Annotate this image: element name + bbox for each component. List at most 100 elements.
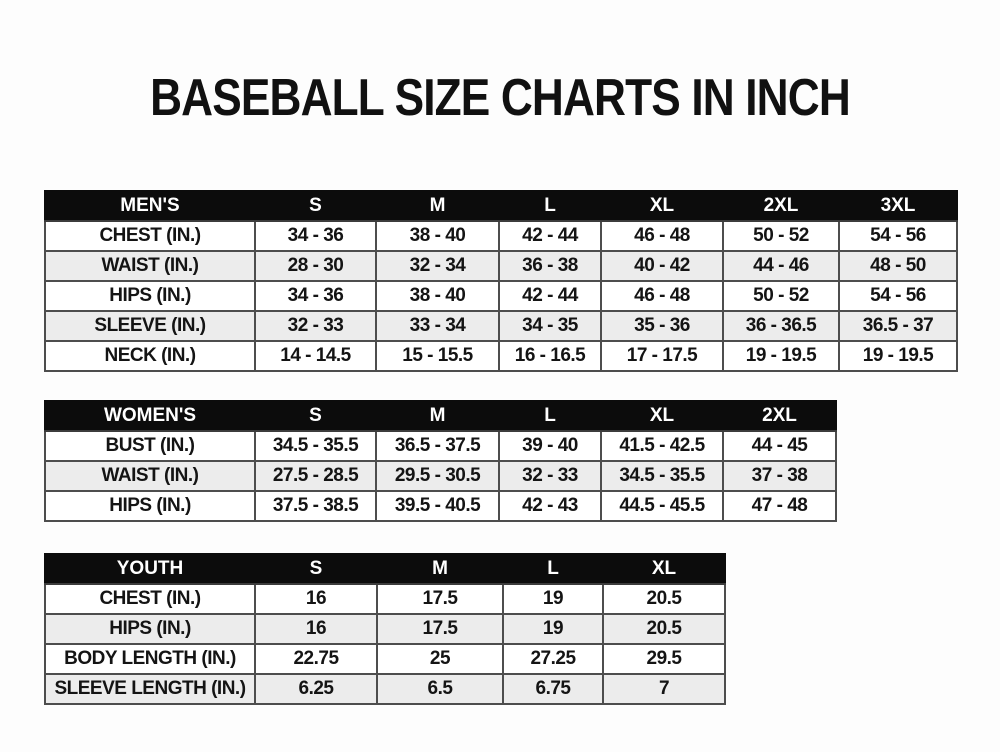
youth-size-table: YOUTH S M L XL CHEST (IN.) 16 17.5 19 20… bbox=[44, 553, 726, 705]
table-row: NECK (IN.) 14 - 14.5 15 - 15.5 16 - 16.5… bbox=[44, 340, 958, 372]
col-header-size: 2XL bbox=[722, 190, 840, 222]
size-cell: 54 - 56 bbox=[838, 280, 958, 312]
size-cell: 19 - 19.5 bbox=[722, 340, 840, 372]
row-label: SLEEVE (IN.) bbox=[44, 310, 256, 342]
col-header-size: L bbox=[502, 553, 604, 585]
table-row: HIPS (IN.) 37.5 - 38.5 39.5 - 40.5 42 - … bbox=[44, 490, 837, 522]
size-cell: 6.25 bbox=[254, 673, 378, 705]
size-cell: 34 - 36 bbox=[254, 280, 377, 312]
row-label: WAIST (IN.) bbox=[44, 460, 256, 492]
col-header-size: L bbox=[498, 190, 602, 222]
row-label: HIPS (IN.) bbox=[44, 490, 256, 522]
size-cell: 37.5 - 38.5 bbox=[254, 490, 377, 522]
mens-header-row: MEN'S S M L XL 2XL 3XL bbox=[44, 190, 958, 222]
size-cell: 17 - 17.5 bbox=[600, 340, 724, 372]
col-header-group: WOMEN'S bbox=[44, 400, 256, 432]
size-cell: 32 - 34 bbox=[375, 250, 500, 282]
col-header-group: MEN'S bbox=[44, 190, 256, 222]
size-cell: 7 bbox=[602, 673, 726, 705]
table-row: BUST (IN.) 34.5 - 35.5 36.5 - 37.5 39 - … bbox=[44, 430, 837, 462]
size-cell: 37 - 38 bbox=[722, 460, 837, 492]
size-cell: 36.5 - 37 bbox=[838, 310, 958, 342]
table-row: WAIST (IN.) 28 - 30 32 - 34 36 - 38 40 -… bbox=[44, 250, 958, 282]
size-cell: 29.5 - 30.5 bbox=[375, 460, 500, 492]
row-label: HIPS (IN.) bbox=[44, 280, 256, 312]
row-label: BODY LENGTH (IN.) bbox=[44, 643, 256, 675]
size-cell: 34 - 35 bbox=[498, 310, 602, 342]
row-label: SLEEVE LENGTH (IN.) bbox=[44, 673, 256, 705]
size-cell: 16 - 16.5 bbox=[498, 340, 602, 372]
size-cell: 35 - 36 bbox=[600, 310, 724, 342]
size-cell: 19 - 19.5 bbox=[838, 340, 958, 372]
mens-size-table: MEN'S S M L XL 2XL 3XL CHEST (IN.) 34 - … bbox=[44, 190, 958, 372]
size-cell: 27.25 bbox=[502, 643, 604, 675]
size-cell: 16 bbox=[254, 583, 378, 615]
womens-header-row: WOMEN'S S M L XL 2XL bbox=[44, 400, 837, 432]
col-header-size: S bbox=[254, 190, 377, 222]
size-cell: 44 - 45 bbox=[722, 430, 837, 462]
table-row: CHEST (IN.) 16 17.5 19 20.5 bbox=[44, 583, 726, 615]
col-header-size: 3XL bbox=[838, 190, 958, 222]
col-header-size: L bbox=[498, 400, 602, 432]
size-cell: 34.5 - 35.5 bbox=[254, 430, 377, 462]
size-cell: 44.5 - 45.5 bbox=[600, 490, 724, 522]
col-header-size: M bbox=[375, 190, 500, 222]
size-cell: 34.5 - 35.5 bbox=[600, 460, 724, 492]
size-cell: 25 bbox=[376, 643, 504, 675]
table-row: HIPS (IN.) 16 17.5 19 20.5 bbox=[44, 613, 726, 645]
size-cell: 16 bbox=[254, 613, 378, 645]
size-cell: 42 - 44 bbox=[498, 220, 602, 252]
size-cell: 50 - 52 bbox=[722, 220, 840, 252]
col-header-size: M bbox=[375, 400, 500, 432]
col-header-size: XL bbox=[600, 190, 724, 222]
page-title: BASEBALL SIZE CHARTS IN INCH bbox=[150, 69, 851, 127]
size-cell: 40 - 42 bbox=[600, 250, 724, 282]
size-cell: 20.5 bbox=[602, 613, 726, 645]
table-row: HIPS (IN.) 34 - 36 38 - 40 42 - 44 46 - … bbox=[44, 280, 958, 312]
size-cell: 17.5 bbox=[376, 613, 504, 645]
size-cell: 22.75 bbox=[254, 643, 378, 675]
size-cell: 28 - 30 bbox=[254, 250, 377, 282]
size-cell: 44 - 46 bbox=[722, 250, 840, 282]
womens-size-table: WOMEN'S S M L XL 2XL BUST (IN.) 34.5 - 3… bbox=[44, 400, 837, 522]
size-cell: 39.5 - 40.5 bbox=[375, 490, 500, 522]
row-label: CHEST (IN.) bbox=[44, 220, 256, 252]
size-cell: 33 - 34 bbox=[375, 310, 500, 342]
row-label: WAIST (IN.) bbox=[44, 250, 256, 282]
size-cell: 20.5 bbox=[602, 583, 726, 615]
size-cell: 36 - 38 bbox=[498, 250, 602, 282]
size-cell: 29.5 bbox=[602, 643, 726, 675]
size-cell: 48 - 50 bbox=[838, 250, 958, 282]
size-cell: 47 - 48 bbox=[722, 490, 837, 522]
table-row: WAIST (IN.) 27.5 - 28.5 29.5 - 30.5 32 -… bbox=[44, 460, 837, 492]
col-header-size: M bbox=[376, 553, 504, 585]
size-cell: 39 - 40 bbox=[498, 430, 602, 462]
size-cell: 19 bbox=[502, 613, 604, 645]
size-cell: 54 - 56 bbox=[838, 220, 958, 252]
col-header-group: YOUTH bbox=[44, 553, 256, 585]
size-cell: 36.5 - 37.5 bbox=[375, 430, 500, 462]
col-header-size: 2XL bbox=[722, 400, 837, 432]
size-cell: 41.5 - 42.5 bbox=[600, 430, 724, 462]
col-header-size: XL bbox=[600, 400, 724, 432]
size-cell: 27.5 - 28.5 bbox=[254, 460, 377, 492]
size-cell: 32 - 33 bbox=[254, 310, 377, 342]
table-row: SLEEVE (IN.) 32 - 33 33 - 34 34 - 35 35 … bbox=[44, 310, 958, 342]
size-cell: 34 - 36 bbox=[254, 220, 377, 252]
size-cell: 50 - 52 bbox=[722, 280, 840, 312]
size-cell: 15 - 15.5 bbox=[375, 340, 500, 372]
table-row: BODY LENGTH (IN.) 22.75 25 27.25 29.5 bbox=[44, 643, 726, 675]
col-header-size: XL bbox=[602, 553, 726, 585]
size-cell: 38 - 40 bbox=[375, 220, 500, 252]
table-row: SLEEVE LENGTH (IN.) 6.25 6.5 6.75 7 bbox=[44, 673, 726, 705]
size-cell: 6.75 bbox=[502, 673, 604, 705]
row-label: HIPS (IN.) bbox=[44, 613, 256, 645]
size-cell: 32 - 33 bbox=[498, 460, 602, 492]
col-header-size: S bbox=[254, 553, 378, 585]
size-cell: 42 - 44 bbox=[498, 280, 602, 312]
size-cell: 17.5 bbox=[376, 583, 504, 615]
size-cell: 19 bbox=[502, 583, 604, 615]
row-label: CHEST (IN.) bbox=[44, 583, 256, 615]
size-cell: 36 - 36.5 bbox=[722, 310, 840, 342]
